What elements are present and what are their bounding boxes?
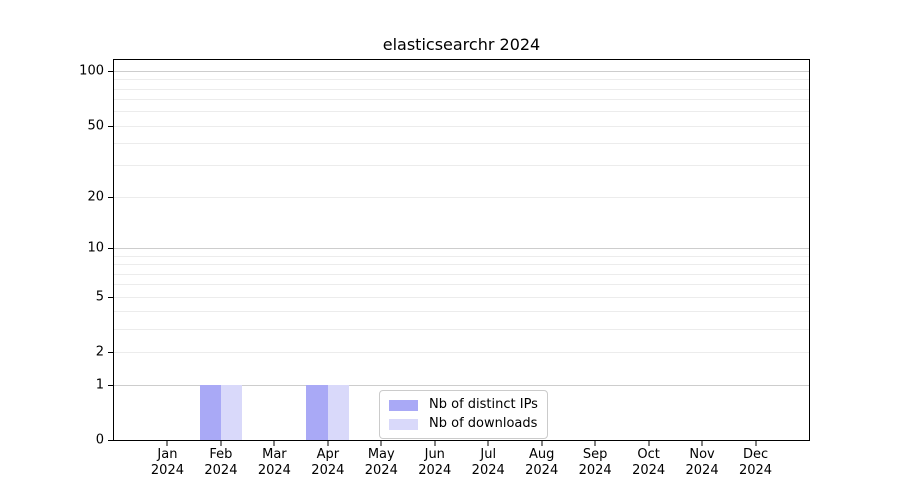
gridline-minor bbox=[114, 165, 809, 167]
gridline-minor bbox=[114, 88, 809, 90]
x-tick-mark bbox=[220, 440, 222, 446]
y-tick-mark bbox=[108, 248, 114, 250]
gridline-minor bbox=[114, 111, 809, 113]
x-tick-year: 2024 bbox=[738, 463, 773, 478]
x-tick-mark bbox=[701, 440, 703, 446]
gridline-minor bbox=[114, 143, 809, 145]
legend-label: Nb of downloads bbox=[429, 416, 538, 431]
x-tick-label: Aug 2024 bbox=[525, 447, 558, 479]
x-tick-year: 2024 bbox=[150, 463, 184, 478]
legend-item-downloads: Nb of downloads bbox=[389, 416, 538, 432]
y-tick-mark bbox=[108, 296, 114, 298]
y-tick-label: 0 bbox=[95, 432, 104, 448]
x-tick-month: Aug bbox=[528, 447, 555, 462]
x-tick-mark bbox=[273, 440, 275, 446]
x-tick-month: Mar bbox=[262, 447, 287, 462]
y-tick-label: 5 bbox=[95, 289, 104, 305]
x-tick-month: Jul bbox=[480, 447, 497, 462]
x-tick-month: Jan bbox=[157, 447, 178, 462]
x-tick-mark bbox=[648, 440, 650, 446]
gridline-minor bbox=[114, 255, 809, 257]
x-tick-month: Oct bbox=[637, 447, 660, 462]
gridline-minor bbox=[114, 329, 809, 331]
x-tick-year: 2024 bbox=[471, 463, 505, 478]
gridline-major bbox=[114, 248, 809, 250]
gridline-minor bbox=[114, 296, 809, 298]
x-tick-label: Mar 2024 bbox=[258, 447, 291, 479]
y-tick-label: 2 bbox=[95, 344, 104, 360]
x-tick-mark bbox=[434, 440, 436, 446]
x-tick-label: Dec 2024 bbox=[739, 447, 772, 479]
bar-distinct-ips-feb bbox=[199, 384, 221, 440]
chart-title: elasticsearchr 2024 bbox=[382, 35, 541, 54]
bar-downloads-feb bbox=[220, 384, 243, 440]
x-tick-label: Apr 2024 bbox=[311, 447, 344, 479]
x-tick-label: Jul 2024 bbox=[472, 447, 505, 479]
y-tick-mark bbox=[108, 125, 114, 127]
x-tick-year: 2024 bbox=[578, 463, 612, 478]
x-tick-year: 2024 bbox=[257, 463, 291, 478]
y-tick-label: 20 bbox=[87, 189, 104, 205]
y-tick-mark bbox=[108, 196, 114, 198]
x-tick-year: 2024 bbox=[204, 463, 238, 478]
x-tick-label: Sep 2024 bbox=[579, 447, 612, 479]
x-tick-month: Apr bbox=[316, 447, 340, 462]
gridline-minor bbox=[114, 79, 809, 81]
y-tick-mark bbox=[108, 440, 114, 441]
legend-swatch bbox=[389, 418, 418, 430]
x-tick-label: Jun 2024 bbox=[418, 447, 451, 479]
gridline-minor bbox=[114, 311, 809, 313]
x-tick-month: May bbox=[367, 447, 395, 462]
y-tick-label: 100 bbox=[79, 63, 104, 79]
x-tick-month: Jun bbox=[424, 447, 445, 462]
x-tick-label: Oct 2024 bbox=[632, 447, 665, 479]
y-tick-label: 50 bbox=[87, 118, 104, 134]
x-tick-label: Jan 2024 bbox=[151, 447, 184, 479]
gridline-major bbox=[114, 384, 809, 386]
legend-swatch bbox=[389, 399, 418, 411]
x-tick-mark bbox=[541, 440, 543, 446]
plot-area: Nb of distinct IPs Nb of downloads 0 1 2 5 1… bbox=[79, 59, 810, 478]
x-tick-mark bbox=[327, 440, 329, 446]
x-tick-year: 2024 bbox=[685, 463, 719, 478]
x-tick-label: Feb 2024 bbox=[204, 447, 237, 479]
x-tick-label: Nov 2024 bbox=[686, 447, 719, 479]
legend: Nb of distinct IPs Nb of downloads bbox=[379, 390, 548, 439]
gridline-minor bbox=[114, 352, 809, 354]
x-tick-month: Feb bbox=[209, 447, 233, 462]
y-tick-mark bbox=[108, 352, 114, 354]
gridline-minor bbox=[114, 264, 809, 266]
x-tick-mark bbox=[755, 440, 757, 446]
gridline-minor bbox=[114, 99, 809, 101]
y-tick-label: 10 bbox=[87, 240, 104, 256]
x-tick-mark bbox=[487, 440, 489, 446]
x-tick-year: 2024 bbox=[364, 463, 398, 478]
x-tick-year: 2024 bbox=[632, 463, 666, 478]
y-tick-mark bbox=[108, 384, 114, 386]
x-tick-label: May 2024 bbox=[365, 447, 398, 479]
y-tick-mark bbox=[108, 71, 114, 73]
x-tick-month: Dec bbox=[742, 447, 769, 462]
x-tick-mark bbox=[380, 440, 382, 446]
legend-item-distinct-ips: Nb of distinct IPs bbox=[389, 397, 538, 413]
legend-label: Nb of distinct IPs bbox=[429, 397, 538, 412]
gridline-minor bbox=[114, 284, 809, 286]
x-tick-month: Nov bbox=[689, 447, 715, 462]
gridline-minor bbox=[114, 273, 809, 275]
x-tick-year: 2024 bbox=[311, 463, 345, 478]
x-tick-year: 2024 bbox=[418, 463, 452, 478]
x-tick-year: 2024 bbox=[525, 463, 559, 478]
bar-downloads-apr bbox=[327, 384, 350, 440]
gridline-minor bbox=[114, 125, 809, 127]
x-tick-mark bbox=[166, 440, 168, 446]
x-tick-mark bbox=[594, 440, 596, 446]
bar-distinct-ips-apr bbox=[306, 384, 328, 440]
y-tick-label: 1 bbox=[95, 377, 104, 393]
gridline-major bbox=[114, 71, 809, 73]
x-tick-month: Sep bbox=[582, 447, 608, 462]
gridline-minor bbox=[114, 196, 809, 198]
